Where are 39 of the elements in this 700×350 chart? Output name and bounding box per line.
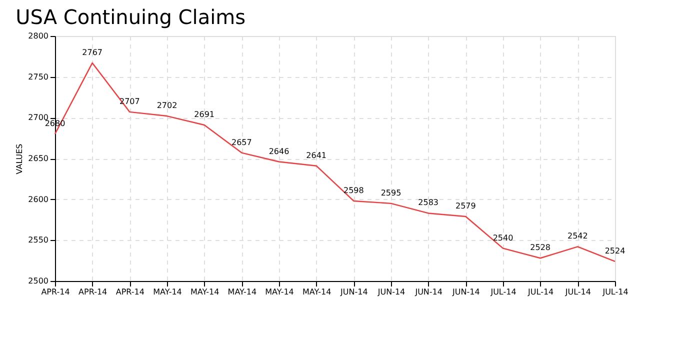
x-tick-label: JUL-14: [602, 288, 628, 296]
data-label: 2646: [268, 146, 290, 156]
x-tick-label: JUL-14: [527, 288, 554, 296]
x-tick-label: MAY-14: [302, 288, 332, 296]
y-tick-label: 2800: [28, 32, 48, 40]
data-label: 2767: [82, 48, 103, 57]
data-label: 2524: [604, 246, 626, 256]
x-tick-label: MAY-14: [228, 288, 257, 296]
data-label: 2702: [156, 101, 178, 110]
chart-title: USA Continuing Claims: [16, 5, 246, 29]
x-tick-label: JUL-14: [490, 288, 516, 296]
x-tick-label: APR-14: [41, 288, 70, 296]
x-tick-label: JUN-14: [452, 288, 480, 296]
data-label: 2542: [567, 232, 588, 241]
y-tick-label: 2750: [28, 72, 48, 82]
x-tick-label: APR-14: [116, 288, 144, 296]
x-tick-label: MAY-14: [265, 288, 294, 296]
x-tick-label: JUN-14: [376, 288, 406, 296]
data-label: 2691: [194, 110, 215, 120]
x-tick-label: JUN-14: [340, 288, 368, 296]
y-tick-label: 2500: [28, 276, 48, 286]
y-tick-label: 2700: [28, 113, 48, 122]
y-tick-label: 2550: [28, 236, 48, 245]
y-tick-label: 2600: [28, 194, 48, 204]
data-label: 2657: [231, 138, 252, 147]
data-label: 2540: [492, 233, 514, 242]
data-label: 2579: [455, 201, 476, 210]
x-tick-label: JUL-14: [564, 288, 591, 296]
data-label: 2595: [380, 188, 402, 198]
data-label: 2641: [306, 150, 327, 160]
x-tick-label: MAY-14: [153, 288, 182, 296]
data-label: 2598: [343, 186, 364, 195]
x-tick-label: MAY-14: [190, 288, 220, 296]
x-tick-label: JUN-14: [414, 288, 442, 296]
data-label: 2583: [418, 198, 439, 208]
y-tick-label: 2650: [28, 154, 48, 163]
x-tick-label: APR-14: [78, 288, 108, 296]
y-axis-title: VALUES: [15, 144, 24, 174]
data-label: 2528: [530, 243, 551, 252]
